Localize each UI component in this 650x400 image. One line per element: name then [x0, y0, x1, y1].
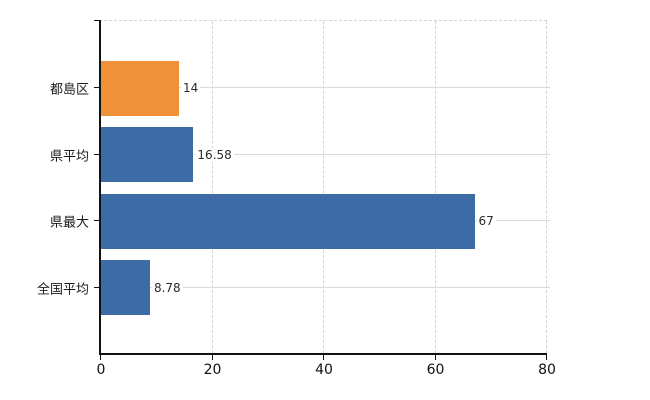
- v-gridline: [323, 21, 324, 353]
- h-gridline: [101, 87, 550, 89]
- x-tick: [546, 355, 547, 360]
- category-label: 都島区: [49, 82, 89, 98]
- x-tick-label: 80: [538, 362, 556, 378]
- y-tick: [94, 153, 101, 155]
- v-gridline: [434, 21, 436, 353]
- x-tick: [434, 355, 436, 360]
- plot-area: 都島区 14 県平均 16.58 県最大 67 全国平均 8.78 0 20 40 60 80: [37, 20, 556, 378]
- x-tick-label: 60: [426, 362, 445, 378]
- x-tick-label: 40: [315, 362, 333, 378]
- category-label: 全国平均: [36, 282, 89, 298]
- h-gridline: [101, 153, 550, 155]
- x-tick: [323, 355, 324, 360]
- value-label: 14: [181, 81, 201, 96]
- v-gridline: [211, 21, 213, 353]
- category-label: 県最大: [49, 215, 89, 231]
- y-axis-top-tick: [94, 20, 101, 21]
- x-tick-label: 20: [203, 362, 222, 378]
- bar: [101, 193, 475, 249]
- value-label: 67: [476, 214, 496, 229]
- y-tick: [94, 220, 101, 222]
- bar: [101, 260, 150, 316]
- x-tick-label: 0: [96, 362, 106, 378]
- h-gridline: [101, 286, 550, 288]
- y-tick: [94, 87, 101, 89]
- value-label: 8.78: [151, 280, 183, 295]
- bar: [101, 60, 180, 116]
- bar: [101, 127, 194, 183]
- v-gridline: [546, 21, 547, 353]
- x-tick: [211, 355, 213, 360]
- value-label: 16.58: [195, 147, 234, 162]
- y-tick: [94, 286, 101, 288]
- category-label: 県平均: [49, 149, 89, 165]
- x-tick: [100, 355, 101, 360]
